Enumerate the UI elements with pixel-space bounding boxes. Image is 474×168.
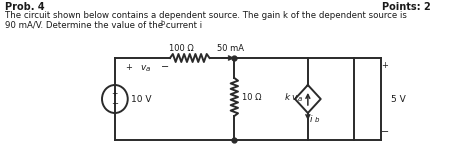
Text: 100 Ω: 100 Ω (169, 44, 193, 53)
Text: b: b (314, 117, 319, 123)
Text: +: + (125, 62, 132, 72)
Text: +: + (382, 61, 389, 71)
Text: Prob. 4: Prob. 4 (5, 2, 44, 12)
Text: −: − (111, 99, 118, 109)
Text: v: v (292, 93, 297, 101)
Text: −: − (161, 62, 170, 72)
Text: k: k (285, 93, 293, 101)
Text: .: . (164, 20, 167, 29)
Text: a: a (298, 96, 302, 102)
Text: +: + (112, 90, 118, 98)
Text: v: v (141, 62, 146, 72)
Text: 10 Ω: 10 Ω (242, 93, 261, 101)
Text: b: b (160, 20, 164, 26)
Text: 90 mA/V. Determine the value of the current i: 90 mA/V. Determine the value of the curr… (5, 20, 202, 29)
Text: 10 V: 10 V (131, 94, 152, 103)
Text: a: a (146, 66, 150, 72)
Text: The circuit shown below contains a dependent source. The gain k of the dependent: The circuit shown below contains a depen… (5, 11, 407, 20)
Text: i: i (310, 115, 312, 124)
Text: 5 V: 5 V (391, 94, 405, 103)
Text: Points: 2: Points: 2 (382, 2, 431, 12)
Text: 50 mA: 50 mA (217, 44, 244, 53)
Text: −: − (381, 127, 389, 137)
